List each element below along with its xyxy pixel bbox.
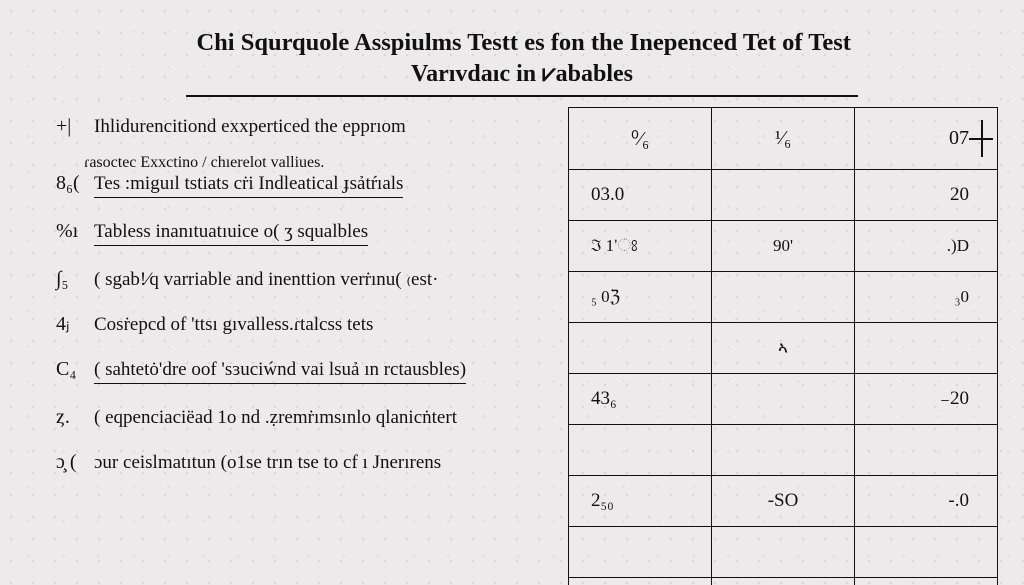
list-item: ȥ. ( eqpenciaciëad 1o nd .ẓremṙımsınlo ql… bbox=[56, 406, 552, 429]
table-cell: ₅ 0ℨ bbox=[569, 271, 712, 322]
item-symbol: 4ⱼ bbox=[56, 313, 84, 336]
item-symbol: 8₆( bbox=[56, 172, 84, 195]
table-cell bbox=[712, 271, 855, 322]
item-text: Tabless inanıtuatıuice o( ʒ squalbles bbox=[94, 221, 552, 246]
table-cell: ኣ bbox=[712, 322, 855, 373]
table-cell bbox=[712, 169, 855, 220]
table-cell bbox=[569, 526, 712, 577]
list-item: C₄ ( sahtetȯ'dre oof 'sɜuciẃnd vai lsuả ı… bbox=[56, 358, 552, 384]
table-cell bbox=[855, 322, 998, 373]
table-cell: -SO bbox=[712, 475, 855, 526]
table-row: ኣ bbox=[569, 322, 998, 373]
title-line-1: Chi Squrquole Asspiulms Testt es fon the… bbox=[196, 28, 847, 59]
list-item: 8₆( Tes :miguıl tstiats cṙi Indleatical ɟ… bbox=[56, 172, 552, 198]
item-subtext: ɾasoctec Exxctino / chıerelot valliues. bbox=[56, 154, 552, 172]
table-row: 03.0 20 bbox=[569, 169, 998, 220]
table-cell: 2₅₀ bbox=[569, 475, 712, 526]
item-symbol: C₄ bbox=[56, 358, 84, 381]
item-symbol: %ı bbox=[56, 220, 84, 243]
item-symbol: ɔ̧ ( bbox=[56, 451, 84, 474]
table-cell: ϛ' bbox=[569, 577, 712, 585]
values-table-wrap: ⁰⁄₆¹⁄₆0703.020ℑ 1'ଃ90'.)D₅ 0ℨ₃0ኣ43₆₋202₅… bbox=[568, 107, 998, 585]
table-row: ⁰⁄₆¹⁄₆07 bbox=[569, 107, 998, 169]
item-text: ( eqpenciaciëad 1o nd .ẓremṙımsınlo qlan… bbox=[94, 407, 552, 429]
table-cell bbox=[569, 322, 712, 373]
table-cell bbox=[712, 373, 855, 424]
title-line-2: Varıvdaıc in ⩗abables bbox=[196, 59, 847, 89]
table-cell: 43₆ bbox=[569, 373, 712, 424]
table-cell: -.0 bbox=[855, 475, 998, 526]
item-text: Ihlidurencitiond exxperticed the epprıom bbox=[94, 116, 552, 138]
table-row bbox=[569, 424, 998, 475]
table-cell bbox=[712, 424, 855, 475]
table-cell: ¹⁄₆ bbox=[712, 107, 855, 169]
list-item: +| Ihlidurencitiond exxperticed the epprı… bbox=[56, 115, 552, 138]
table-cell: ₃0 bbox=[855, 271, 998, 322]
item-symbol: ∫₅ bbox=[56, 268, 84, 291]
item-text: Cosṙepcd of 'ttsı gıvalless.ɾtalcss tets bbox=[94, 314, 552, 336]
table-cell: ℑ 1'ଃ bbox=[569, 220, 712, 271]
item-symbol: +| bbox=[56, 115, 84, 138]
table-cell bbox=[569, 424, 712, 475]
item-symbol: ȥ. bbox=[56, 406, 84, 429]
item-text: ( sgab!⁄q varriable and inenttion verṙın… bbox=[94, 269, 552, 291]
table-row: ℑ 1'ଃ90'.)D bbox=[569, 220, 998, 271]
item-text: Tes :miguıl tstiats cṙi Indleatical ɟsảt… bbox=[94, 173, 552, 198]
table-cell: ₋20 bbox=[855, 373, 998, 424]
table-cell: '.ID bbox=[855, 577, 998, 585]
table-cell: 07 bbox=[855, 107, 998, 169]
content-area: +| Ihlidurencitiond exxperticed the epprı… bbox=[56, 107, 988, 585]
table-row: 2₅₀-SO-.0 bbox=[569, 475, 998, 526]
table-row: ϛ'₄₃ ₂.'.ID bbox=[569, 577, 998, 585]
item-text: ( sahtetȯ'dre oof 'sɜuciẃnd vai lsuả ın … bbox=[94, 359, 552, 384]
table-row: ₅ 0ℨ ₃0 bbox=[569, 271, 998, 322]
page-title: Chi Squrquole Asspiulms Testt es fon the… bbox=[186, 28, 857, 97]
list-item: ɔ̧ ( ɔur ceislmatıtun (o1se trın tse to c… bbox=[56, 451, 552, 474]
table-row bbox=[569, 526, 998, 577]
list-item: ∫₅ ( sgab!⁄q varriable and inenttion verṙ… bbox=[56, 268, 552, 291]
table-cell bbox=[712, 526, 855, 577]
values-table: ⁰⁄₆¹⁄₆0703.020ℑ 1'ଃ90'.)D₅ 0ℨ₃0ኣ43₆₋202₅… bbox=[568, 107, 998, 585]
table-cell: ₄₃ ₂. bbox=[712, 577, 855, 585]
item-text: ɔur ceislmatıtun (o1se trın tse to cf ı … bbox=[94, 452, 552, 474]
table-cell: 90' bbox=[712, 220, 855, 271]
table-cell: 03.0 bbox=[569, 169, 712, 220]
assumptions-list: +| Ihlidurencitiond exxperticed the epprı… bbox=[56, 107, 552, 585]
table-cell bbox=[855, 424, 998, 475]
table-cell: ⁰⁄₆ bbox=[569, 107, 712, 169]
table-cell bbox=[855, 526, 998, 577]
list-item: %ı Tabless inanıtuatıuice o( ʒ squalbles bbox=[56, 220, 552, 246]
table-row: 43₆ ₋20 bbox=[569, 373, 998, 424]
table-cell: .)D bbox=[855, 220, 998, 271]
table-cell: 20 bbox=[855, 169, 998, 220]
list-item: 4ⱼ Cosṙepcd of 'ttsı gıvalless.ɾtalcss te… bbox=[56, 313, 552, 336]
